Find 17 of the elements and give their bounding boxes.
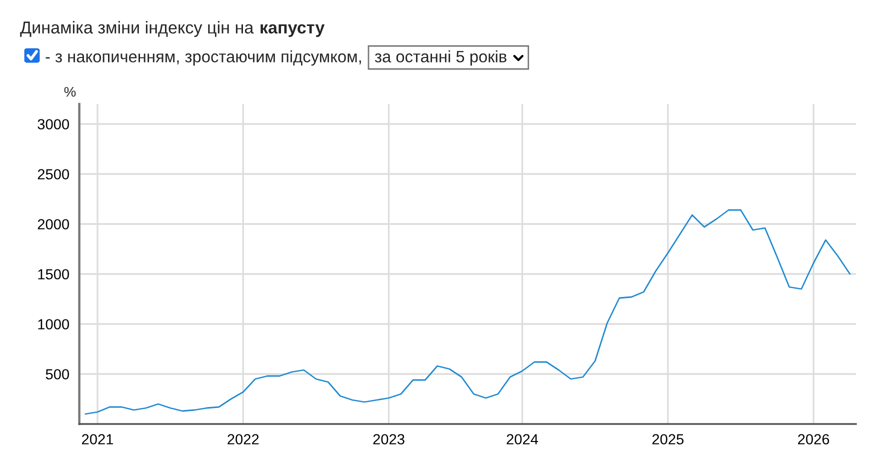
chart-title: Динаміка зміни індексу цін на капусту [20,21,325,37]
x-tick-label: 2021 [82,434,114,444]
x-tick-label: 2024 [506,434,538,444]
x-tick-label: 2025 [652,434,684,444]
x-tick-label: 2022 [228,434,259,444]
y-tick-label: 2500 [38,169,70,180]
line-series [84,209,851,415]
y-tick-label: 2000 [38,219,70,230]
x-tick-label: 2023 [373,434,404,444]
y-tick-label: 3000 [38,119,70,130]
y-axis-title: % [64,86,76,97]
y-tick-label: 500 [46,369,70,380]
y-tick-label: 1000 [38,319,70,330]
text: за останні 5 років [374,50,506,66]
x-tick-label: 2026 [798,434,830,444]
chart-subtitle: - з накопиченням, зростаючим підсумком, [46,50,361,66]
y-tick-label: 1500 [38,269,70,280]
